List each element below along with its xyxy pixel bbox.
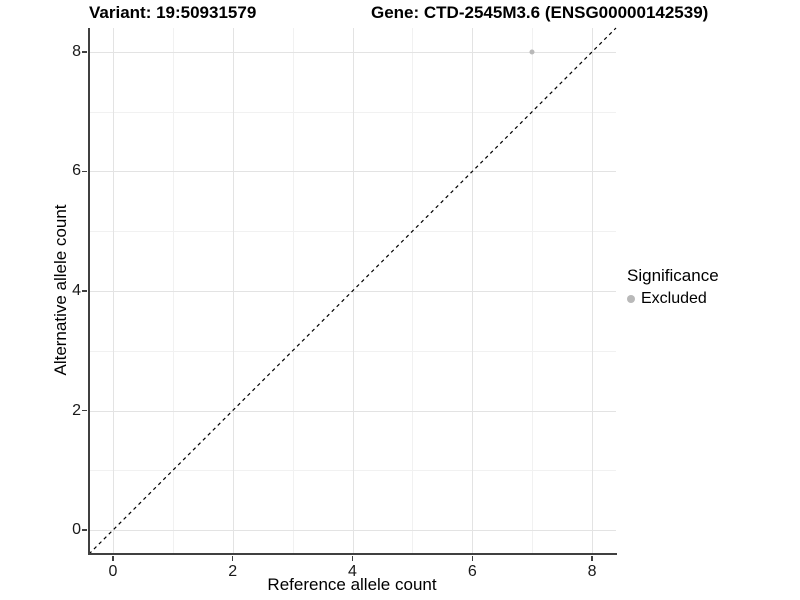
ticks-layer: 0 2 4 6 8 0 2 4 6 8 [72,28,616,580]
legend-item-excluded: Excluded [627,290,719,308]
y-tick-mark [82,51,87,53]
legend: Significance Excluded [627,266,719,308]
legend-item-label: Excluded [641,290,707,307]
identity-line [88,27,617,555]
plot-title-variant: Variant: 19:50931579 [89,3,257,22]
x-tick-label: 2 [228,563,238,580]
x-tick-label: 4 [348,563,357,580]
y-tick-label: 2 [72,401,81,419]
legend-swatch-excluded-icon [627,295,635,303]
x-tick-label: 8 [587,563,597,580]
x-tick-mark [471,556,474,561]
identity-line-svg [88,27,617,555]
x-tick-mark [351,556,354,561]
x-axis-title: Reference allele count [267,575,437,594]
y-tick-mark [82,290,87,292]
y-major-gridline [89,51,616,53]
y-axis-title: Alternative allele count [51,204,70,376]
plot-panel [88,27,617,555]
y-major-gridline [89,530,616,532]
y-tick-mark [82,529,87,531]
y-tick-mark [82,409,87,412]
y-major-gridline [89,171,616,173]
y-tick-label: 0 [72,521,81,539]
data-point [529,49,535,55]
y-tick-mark [82,170,87,173]
x-tick-label: 6 [467,563,477,580]
y-major-gridline [89,410,616,412]
y-tick-label: 6 [72,162,81,180]
plot-title-gene: Gene: CTD-2545M3.6 (ENSG00000142539) [371,3,709,22]
y-axis-line [88,28,90,555]
y-tick-label: 4 [72,282,81,299]
x-tick-mark [112,556,114,561]
x-tick-label: 0 [108,563,118,580]
x-axis-line [88,553,617,555]
x-tick-mark [231,556,234,561]
x-tick-mark [591,556,593,561]
legend-title: Significance [627,266,719,285]
y-tick-label: 8 [72,42,81,60]
